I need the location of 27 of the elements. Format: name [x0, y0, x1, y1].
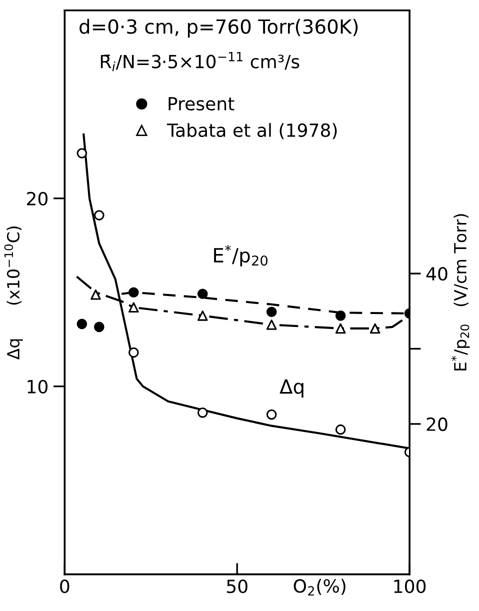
- annotation: E$^{*}$/p$_{20}$: [214, 244, 268, 266]
- x-axis-title: O$_{2}$(%): [294, 578, 346, 596]
- point: [266, 306, 277, 318]
- y-axis-title: Δq (x10$^{−10}$C): [4, 226, 23, 360]
- point: [76, 318, 88, 330]
- chart-title: d=0·3 cm, p=760 Torr(360K): [80, 18, 358, 38]
- point: [370, 323, 380, 334]
- point: [266, 320, 277, 330]
- annotation: Δq: [280, 379, 304, 398]
- legend-label: Tabata et al (1978): [166, 123, 337, 140]
- x-tick-label: 0: [60, 580, 70, 594]
- point: [90, 289, 101, 300]
- point: [197, 288, 208, 300]
- point: [94, 322, 104, 332]
- point: [335, 310, 346, 321]
- y2-tick-label: 20: [426, 417, 448, 432]
- x-tick-label: 50: [227, 580, 248, 594]
- legend-label: Present: [168, 97, 234, 111]
- point: [335, 323, 346, 334]
- x-tick-label: 100: [394, 580, 426, 594]
- text: R̄$_{i}$/N=3·5×10$^{−11}$ cm³/s: [100, 52, 300, 72]
- y2-tick-label: 40: [426, 267, 448, 281]
- point: [128, 302, 139, 313]
- y-tick-label: 10: [28, 380, 48, 394]
- point: [197, 310, 208, 321]
- point: [128, 287, 139, 298]
- text: E$^{*}$/p$_{20}$ (V/cm Torr): [451, 214, 470, 370]
